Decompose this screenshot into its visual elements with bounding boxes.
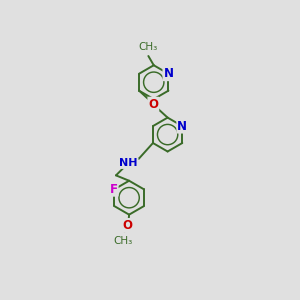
Text: F: F xyxy=(110,183,118,196)
Text: O: O xyxy=(123,219,133,232)
Text: NH: NH xyxy=(119,158,137,168)
Text: CH₃: CH₃ xyxy=(139,42,158,52)
Text: CH₃: CH₃ xyxy=(113,236,133,246)
Text: N: N xyxy=(164,67,173,80)
Text: N: N xyxy=(177,120,187,133)
Text: O: O xyxy=(148,98,158,111)
